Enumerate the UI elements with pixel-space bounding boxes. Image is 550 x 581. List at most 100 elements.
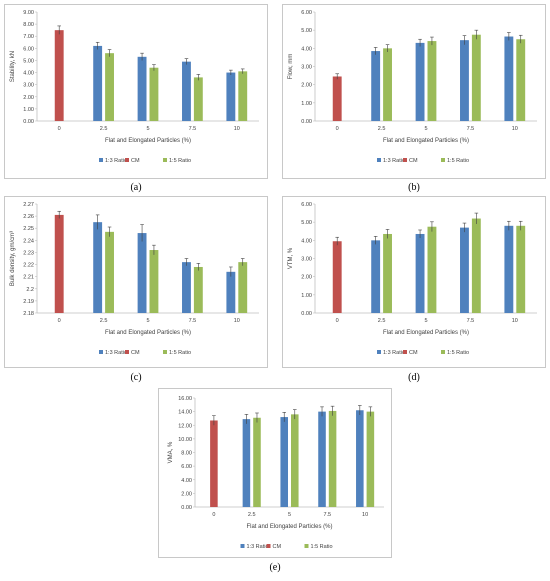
legend-label-ratio15: 1:5 Ratio bbox=[169, 350, 191, 356]
chart-border bbox=[158, 388, 392, 558]
legend-label-cm: CM bbox=[409, 350, 418, 356]
bar-ratio15-10 bbox=[238, 71, 248, 121]
y-tick-label: 6.00 bbox=[301, 202, 312, 208]
legend-label-cm: CM bbox=[131, 350, 140, 356]
x-tick-label: 10 bbox=[234, 126, 240, 132]
bar-cm-0 bbox=[210, 420, 218, 507]
legend-swatch-cm bbox=[403, 350, 407, 354]
legend-swatch-ratio13 bbox=[377, 350, 381, 354]
x-tick-label: 5 bbox=[146, 318, 149, 324]
panel-label-e: (e) bbox=[269, 562, 281, 573]
y-tick-label: 2.25 bbox=[23, 226, 34, 232]
bar-ratio13-2.5 bbox=[93, 45, 103, 121]
legend-swatch-cm bbox=[125, 350, 129, 354]
bar-ratio15-10 bbox=[238, 262, 248, 313]
y-tick-label: 4.00 bbox=[301, 46, 312, 52]
y-tick-label: 2.27 bbox=[23, 202, 34, 208]
bar-ratio13-10 bbox=[226, 271, 236, 313]
bar-ratio13-5 bbox=[415, 233, 425, 313]
y-tick-label: 2.22 bbox=[23, 263, 34, 269]
chart-border bbox=[4, 196, 268, 368]
x-tick-label: 0 bbox=[212, 512, 215, 518]
y-tick-label: 0.00 bbox=[301, 119, 312, 125]
legend-label-cm: CM bbox=[273, 544, 282, 550]
bar-ratio13-10 bbox=[226, 72, 236, 121]
legend-swatch-cm bbox=[403, 158, 407, 162]
chart-a-svg: 0.00 1.00 2.00 3.00 4.00 5.00 6.00 7.00 8.00 9.00… bbox=[4, 4, 268, 179]
bar-cm-0 bbox=[332, 241, 342, 313]
legend-label-cm: CM bbox=[131, 158, 140, 164]
bar-ratio15-7.5 bbox=[471, 218, 481, 313]
legend-label-ratio13: 1:3 Ratio bbox=[383, 158, 405, 164]
bar-ratio13-10 bbox=[504, 225, 514, 313]
x-tick-label: 0 bbox=[58, 318, 61, 324]
legend-swatch-ratio15 bbox=[163, 158, 167, 162]
bar-cm-0 bbox=[54, 214, 64, 313]
legend-swatch-ratio15 bbox=[441, 158, 445, 162]
y-tick-label: 4.00 bbox=[301, 238, 312, 244]
x-tick-label: 7.5 bbox=[189, 318, 197, 324]
x-tick-label: 0 bbox=[336, 318, 339, 324]
y-tick-label: 0.00 bbox=[301, 311, 312, 317]
legend-label-ratio15: 1:5 Ratio bbox=[311, 544, 333, 550]
x-tick-label: 7.5 bbox=[323, 512, 331, 518]
legend-label-ratio13: 1:3 Ratio bbox=[383, 350, 405, 356]
bar-ratio15-7.5 bbox=[471, 34, 481, 121]
bar-ratio13-10 bbox=[356, 410, 364, 507]
legend-swatch-ratio13 bbox=[377, 158, 381, 162]
x-tick-label: 7.5 bbox=[189, 126, 197, 132]
bar-ratio13-7.5 bbox=[182, 61, 191, 121]
bar-ratio13-2.5 bbox=[242, 419, 251, 507]
y-tick-label: 5.00 bbox=[23, 58, 34, 64]
legend-swatch-cm bbox=[266, 544, 271, 548]
y-tick-label: 2.00 bbox=[181, 491, 192, 497]
y-tick-label: 2.00 bbox=[301, 83, 312, 89]
y-tick-label: 10.00 bbox=[178, 437, 192, 443]
y-axis-title: Bulk density, gm/cm³ bbox=[10, 231, 16, 286]
legend-label-ratio15: 1:5 Ratio bbox=[447, 350, 469, 356]
bar-ratio13-7.5 bbox=[318, 411, 326, 507]
y-tick-label: 0.00 bbox=[23, 119, 34, 125]
x-tick-label: 0 bbox=[336, 126, 339, 132]
x-tick-label: 10 bbox=[234, 318, 240, 324]
chart-border bbox=[4, 4, 268, 179]
bar-ratio15-7.5 bbox=[328, 410, 337, 507]
x-tick-label: 2.5 bbox=[248, 512, 256, 518]
bar-ratio15-5 bbox=[149, 250, 159, 313]
y-tick-label: 6.00 bbox=[301, 10, 312, 16]
x-axis-title: Flat and Elongated Particles (%) bbox=[105, 138, 191, 144]
bar-ratio13-5 bbox=[280, 417, 288, 507]
x-tick-label: 10 bbox=[362, 512, 368, 518]
legend-swatch-ratio15 bbox=[304, 544, 309, 548]
x-tick-label: 5 bbox=[424, 126, 427, 132]
panel-label-a: (a) bbox=[130, 182, 142, 193]
y-tick-label: 2.23 bbox=[23, 250, 34, 256]
chart-border bbox=[282, 4, 546, 179]
x-tick-label: 5 bbox=[424, 318, 427, 324]
bar-ratio15-2.5 bbox=[105, 53, 114, 121]
bar-ratio13-5 bbox=[415, 42, 425, 122]
y-tick-label: 3.00 bbox=[301, 257, 312, 263]
y-tick-label: 1.00 bbox=[23, 107, 34, 113]
y-axis-title: Flow, mm bbox=[288, 54, 294, 80]
bar-ratio13-2.5 bbox=[371, 51, 381, 121]
legend-label-ratio13: 1:3 Ratio bbox=[105, 158, 127, 164]
bar-ratio13-2.5 bbox=[93, 222, 103, 313]
x-tick-label: 7.5 bbox=[467, 318, 475, 324]
bar-ratio15-10 bbox=[516, 39, 526, 121]
chart-border bbox=[282, 196, 546, 368]
y-tick-label: 2.26 bbox=[23, 214, 34, 220]
y-tick-label: 9.00 bbox=[23, 10, 34, 16]
y-axis-title: VMA, % bbox=[168, 441, 174, 463]
x-tick-label: 10 bbox=[512, 318, 518, 324]
x-axis-title: Flat and Elongated Particles (%) bbox=[383, 138, 469, 144]
panel-label-c: (c) bbox=[130, 372, 142, 383]
bar-ratio15-5 bbox=[427, 41, 437, 121]
y-tick-label: 5.00 bbox=[301, 220, 312, 226]
y-tick-label: 5.00 bbox=[301, 28, 312, 34]
legend-swatch-ratio15 bbox=[163, 350, 167, 354]
y-tick-label: 1.00 bbox=[301, 101, 312, 107]
x-tick-label: 5 bbox=[146, 126, 149, 132]
y-tick-label: 0.00 bbox=[181, 505, 192, 511]
bar-ratio13-2.5 bbox=[371, 240, 381, 313]
